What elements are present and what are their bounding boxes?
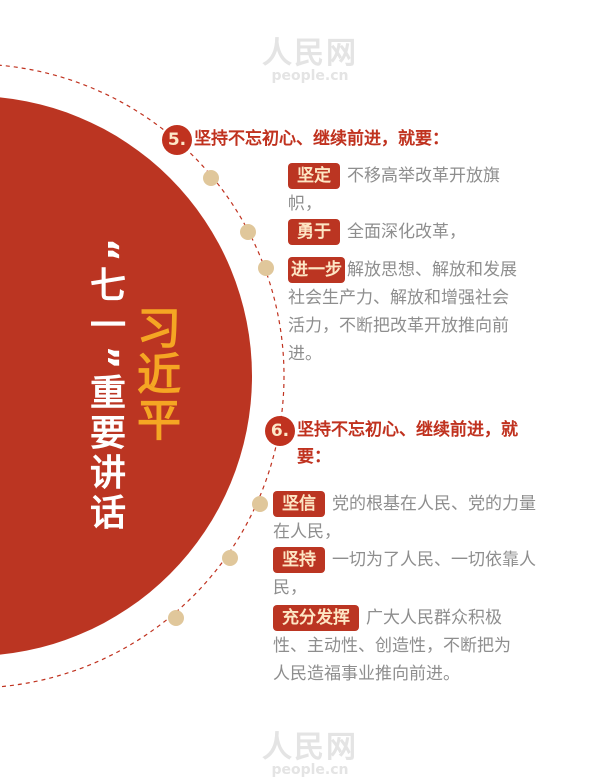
timeline-dot (240, 224, 256, 240)
watermark-bottom: 人民网 people.cn (225, 722, 395, 778)
timeline-dot (222, 550, 238, 566)
watermark-top: 人民网 people.cn (225, 28, 395, 84)
timeline-dot (203, 170, 219, 186)
list-item: 充分发挥 广大人民群众积极性、主动性、创造性，不断把为人民造福事业推向前进。 (273, 604, 518, 688)
timeline-dot (258, 260, 274, 276)
item-text: 党的根基在人民、党的力量在人民， (273, 494, 536, 542)
red-circle (0, 97, 252, 655)
item-text: 一切为了人民、一切依靠人民， (273, 550, 536, 598)
speech-title: “七一”重要讲话 (84, 238, 125, 534)
section-heading: 坚持不忘初心、继续前进，就要： (194, 129, 449, 149)
item-tag: 坚信 (273, 491, 325, 517)
section-number: 6. (265, 416, 295, 446)
item-tag: 勇于 (288, 219, 340, 245)
watermark-logo: 人民网 (262, 730, 358, 765)
item-tag: 坚持 (273, 547, 325, 573)
section-heading: 坚持不忘初心、继续前进，就要： (297, 420, 518, 467)
watermark-url: people.cn (271, 68, 349, 84)
timeline-dot (168, 610, 184, 626)
list-item: 坚信 党的根基在人民、党的力量在人民， (273, 490, 541, 546)
list-item: 勇于 全面深化改革， (288, 218, 533, 246)
watermark-url: people.cn (271, 762, 349, 778)
leader-name: 习近平 (129, 305, 180, 443)
section-number: 5. (162, 125, 192, 155)
watermark-logo: 人民网 (262, 36, 358, 71)
dashed-arc (0, 64, 285, 688)
item-tag: 进一步 (288, 257, 345, 283)
timeline-dot (252, 496, 268, 512)
item-text: 广大人民群众积极性、主动性、创造性，不断把为人民造福事业推向前进。 (273, 608, 511, 684)
list-item: 坚持 一切为了人民、一切依靠人民， (273, 546, 541, 602)
list-item: 坚定 不移高举改革开放旗帜， (288, 162, 533, 218)
item-tag: 充分发挥 (273, 605, 359, 631)
item-text: 全面深化改革， (347, 222, 466, 242)
item-text: 解放思想、解放和发展社会生产力、解放和增强社会活力，不断把改革开放推向前进。 (288, 260, 517, 364)
item-tag: 坚定 (288, 163, 340, 189)
item-text: 不移高举改革开放旗帜， (288, 166, 500, 214)
list-item: 进一步 解放思想、解放和发展社会生产力、解放和增强社会活力，不断把改革开放推向前进… (288, 256, 523, 368)
